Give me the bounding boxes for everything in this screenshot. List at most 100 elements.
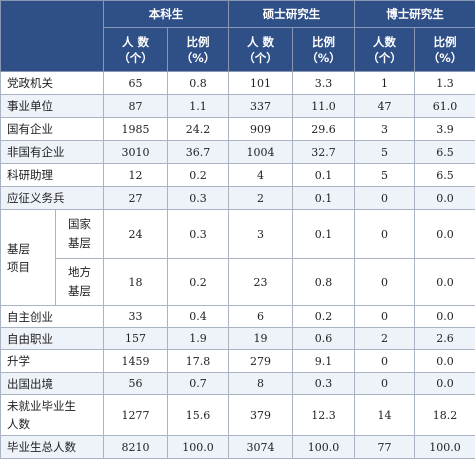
cell: 17.8 [167, 349, 229, 373]
cell: 24 [103, 209, 168, 259]
cell: 0.3 [167, 186, 229, 210]
sub-row-label: 国家 基层 [55, 209, 104, 259]
cell: 24.2 [167, 117, 229, 141]
cell: 36.7 [167, 140, 229, 164]
table-row: 自主创业 33 0.4 6 0.2 0 0.0 [0, 305, 475, 328]
row-label: 事业单位 [0, 94, 104, 118]
cell: 0.3 [167, 209, 229, 259]
cell: 909 [228, 117, 293, 141]
cell: 2.6 [414, 327, 475, 350]
cell: 12.3 [292, 394, 355, 436]
cell: 1.1 [167, 94, 229, 118]
table-row-total: 毕业生总人数 8210 100.0 3074 100.0 77 100.0 [0, 435, 475, 459]
cell: 5 [354, 140, 415, 164]
cell: 0.0 [414, 258, 475, 306]
cell: 19 [228, 327, 293, 350]
cell: 1.9 [167, 327, 229, 350]
cell: 6.5 [414, 140, 475, 164]
cell: 1277 [103, 394, 168, 436]
cell: 77 [354, 435, 415, 459]
cell: 1.3 [414, 71, 475, 95]
sub-row-label: 地方 基层 [55, 258, 104, 306]
table-row: 地方 基层 18 0.2 23 0.8 0 0.0 [1, 258, 475, 306]
cell: 3.9 [414, 117, 475, 141]
cell: 0.0 [414, 349, 475, 373]
cell: 100.0 [167, 435, 229, 459]
cell: 279 [228, 349, 293, 373]
cell: 8210 [103, 435, 168, 459]
cell: 0.0 [414, 186, 475, 210]
cell: 8 [228, 372, 293, 395]
row-label: 党政机关 [0, 71, 104, 95]
table-row: 非国有企业 3010 36.7 1004 32.7 5 6.5 [0, 140, 475, 164]
corner-header [0, 0, 104, 72]
row-label: 出国出境 [0, 372, 104, 395]
cell: 6.5 [414, 163, 475, 187]
cell: 0.1 [292, 209, 355, 259]
cell: 0.0 [414, 305, 475, 328]
row-label: 自由职业 [0, 327, 104, 350]
table-row: 党政机关 65 0.8 101 3.3 1 1.3 [0, 71, 475, 95]
cell: 0 [354, 372, 415, 395]
group-header-phd: 博士研究生 [354, 0, 475, 28]
sub-header: 比例 （%） [167, 27, 229, 72]
employment-table: 本科生 硕士研究生 博士研究生 人 数（个） 比例 （%） 人 数（个） 比例 （%… [0, 0, 475, 459]
cell: 6 [228, 305, 293, 328]
cell: 3010 [103, 140, 168, 164]
cell: 0.2 [292, 305, 355, 328]
cell: 47 [354, 94, 415, 118]
cell: 101 [228, 71, 293, 95]
row-label: 国有企业 [0, 117, 104, 141]
table-row: 应征义务兵 27 0.3 2 0.1 0 0.0 [0, 186, 475, 210]
cell: 14 [354, 394, 415, 436]
table-row: 国有企业 1985 24.2 909 29.6 3 3.9 [0, 117, 475, 141]
cell: 0.8 [292, 258, 355, 306]
cell: 0.2 [167, 258, 229, 306]
group-header-undergrad: 本科生 [103, 0, 229, 28]
cell: 18 [103, 258, 168, 306]
row-label-grassroots: 基层 项目 [0, 209, 56, 306]
cell: 65 [103, 71, 168, 95]
table-row: 基层 项目 国家 基层 24 0.3 3 0.1 0 0.0 [0, 209, 475, 306]
sub-header: 人数 （个） [354, 27, 415, 72]
table-row: 自由职业 157 1.9 19 0.6 2 2.6 [0, 327, 475, 350]
cell: 1459 [103, 349, 168, 373]
cell: 0 [354, 258, 415, 306]
cell: 3 [228, 209, 293, 259]
cell: 0 [354, 305, 415, 328]
cell: 379 [228, 394, 293, 436]
cell: 15.6 [167, 394, 229, 436]
cell: 56 [103, 372, 168, 395]
cell: 27 [103, 186, 168, 210]
cell: 9.1 [292, 349, 355, 373]
cell: 3.3 [292, 71, 355, 95]
table-row: 事业单位 87 1.1 337 11.0 47 61.0 [0, 94, 475, 118]
cell: 1 [354, 71, 415, 95]
cell: 33 [103, 305, 168, 328]
cell: 157 [103, 327, 168, 350]
cell: 0 [354, 349, 415, 373]
cell: 0.0 [414, 372, 475, 395]
cell: 0.3 [292, 372, 355, 395]
cell: 100.0 [414, 435, 475, 459]
cell: 100.0 [292, 435, 355, 459]
table-row: 升学 1459 17.8 279 9.1 0 0.0 [0, 349, 475, 373]
cell: 0.6 [292, 327, 355, 350]
cell: 1004 [228, 140, 293, 164]
row-label: 自主创业 [0, 305, 104, 328]
row-label: 科研助理 [0, 163, 104, 187]
cell: 0.7 [167, 372, 229, 395]
cell: 0 [354, 186, 415, 210]
cell: 32.7 [292, 140, 355, 164]
sub-header: 比例 （%） [292, 27, 355, 72]
cell: 1985 [103, 117, 168, 141]
cell: 3074 [228, 435, 293, 459]
cell: 0 [354, 209, 415, 259]
cell: 29.6 [292, 117, 355, 141]
cell: 11.0 [292, 94, 355, 118]
cell: 2 [354, 327, 415, 350]
cell: 4 [228, 163, 293, 187]
sub-header: 比例 （%） [414, 27, 475, 72]
cell: 337 [228, 94, 293, 118]
row-label: 升学 [0, 349, 104, 373]
